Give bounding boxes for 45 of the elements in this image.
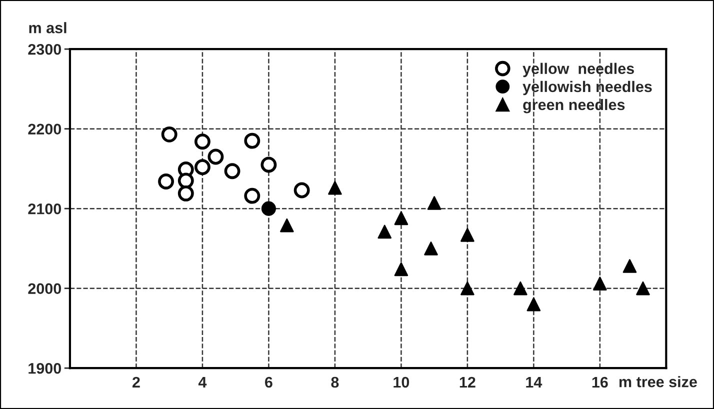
point xyxy=(260,156,277,173)
point xyxy=(593,276,607,290)
y-axis-title: m asl xyxy=(29,22,66,34)
point xyxy=(328,180,342,195)
point xyxy=(514,281,528,296)
point xyxy=(208,148,224,165)
point xyxy=(294,182,310,198)
point xyxy=(394,211,408,226)
point xyxy=(394,262,408,276)
x-tick-label: 6 xyxy=(265,376,272,388)
point xyxy=(280,218,294,232)
point xyxy=(178,172,194,189)
point xyxy=(178,185,194,202)
y-tick-label: 1900 xyxy=(28,362,62,374)
point xyxy=(378,224,392,239)
point xyxy=(261,201,276,216)
point xyxy=(427,196,442,210)
point xyxy=(244,188,260,204)
point xyxy=(158,173,174,190)
x-tick-label: 4 xyxy=(198,376,207,388)
x-tick-label: 14 xyxy=(526,376,542,388)
point xyxy=(460,228,474,242)
y-tick-label: 2100 xyxy=(28,203,62,214)
point xyxy=(224,163,240,180)
x-tick-label: 12 xyxy=(460,376,476,388)
point xyxy=(194,159,210,176)
point xyxy=(194,134,210,150)
y-tick-label: 2000 xyxy=(28,283,62,294)
legend-label: green needles xyxy=(523,98,625,114)
y-tick-label: 2200 xyxy=(28,124,62,135)
point xyxy=(424,242,438,256)
legend-label: yellow needles xyxy=(522,62,634,78)
x-tick-label: 16 xyxy=(592,376,608,388)
point xyxy=(526,297,541,312)
point xyxy=(161,126,178,142)
x-axis-title: m tree size xyxy=(619,376,697,388)
x-tick-label: 2 xyxy=(132,376,140,388)
x-tick-label: 8 xyxy=(331,376,339,388)
legend-label: yellowish needles xyxy=(522,80,652,96)
x-tick-label: 10 xyxy=(394,376,410,388)
point xyxy=(460,281,474,296)
point xyxy=(636,281,650,296)
y-tick-label: 2300 xyxy=(28,44,62,55)
point xyxy=(622,259,637,273)
point xyxy=(244,132,260,149)
